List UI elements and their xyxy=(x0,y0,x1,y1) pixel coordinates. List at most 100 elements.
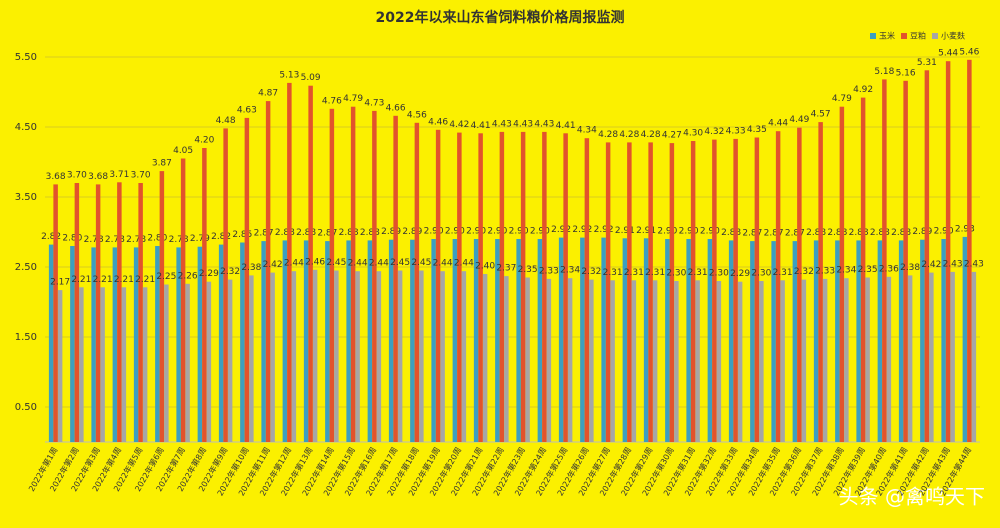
data-label: 2.30 xyxy=(666,269,686,279)
bar xyxy=(367,240,373,442)
data-label: 2.90 xyxy=(424,227,444,237)
data-label: 2.91 xyxy=(615,226,635,236)
data-label: 2.87 xyxy=(254,229,274,239)
bar xyxy=(886,276,892,442)
data-label: 2.32 xyxy=(581,267,601,277)
data-label: 2.25 xyxy=(156,272,176,282)
bar xyxy=(712,139,717,442)
bar xyxy=(686,239,691,442)
legend-swatch xyxy=(932,33,938,39)
data-label: 2.80 xyxy=(147,234,167,244)
bar xyxy=(185,283,190,442)
bar xyxy=(431,239,436,442)
bar xyxy=(414,122,420,443)
chart-title: 2022年以来山东省饲料粮价格周报监测 xyxy=(376,9,625,26)
data-label: 4.43 xyxy=(513,119,533,129)
data-label: 2.31 xyxy=(603,268,623,278)
bar xyxy=(218,244,224,442)
bar xyxy=(669,143,675,442)
data-label: 4.79 xyxy=(832,94,852,104)
bar xyxy=(648,142,653,442)
bar xyxy=(558,237,564,442)
bar xyxy=(329,108,335,443)
data-label: 2.35 xyxy=(858,265,878,275)
data-label: 2.90 xyxy=(445,227,465,237)
data-label: 2.44 xyxy=(369,259,389,269)
bar xyxy=(610,280,615,442)
bar xyxy=(907,275,913,442)
bar xyxy=(627,142,632,442)
bar xyxy=(197,246,203,442)
bar xyxy=(240,242,245,442)
bar xyxy=(308,85,313,442)
bar xyxy=(622,238,628,442)
data-label: 2.88 xyxy=(870,228,890,238)
data-label: 5.09 xyxy=(301,73,321,83)
data-label: 2.79 xyxy=(190,234,210,244)
data-label: 5.46 xyxy=(959,47,979,57)
bar xyxy=(728,240,734,442)
legend-swatch xyxy=(870,33,876,39)
data-label: 2.42 xyxy=(921,260,941,270)
bar xyxy=(376,271,382,442)
bar xyxy=(780,280,785,442)
y-tick-label: 5.50 xyxy=(15,52,37,63)
y-tick-label: 3.50 xyxy=(15,192,37,203)
bar xyxy=(57,290,63,442)
data-label: 2.37 xyxy=(496,264,516,274)
bar xyxy=(91,247,96,442)
data-label: 4.43 xyxy=(534,119,554,129)
bar xyxy=(695,280,700,442)
data-label: 4.27 xyxy=(662,131,682,141)
data-label: 2.21 xyxy=(114,275,134,285)
bar xyxy=(393,115,398,443)
data-label: 2.88 xyxy=(721,228,741,238)
data-label: 2.90 xyxy=(657,227,677,237)
bar xyxy=(372,110,377,443)
bar xyxy=(419,270,424,442)
bar xyxy=(176,247,181,442)
bar xyxy=(440,271,445,442)
data-label: 4.33 xyxy=(726,126,746,136)
legend-label: 玉米 xyxy=(879,31,895,41)
data-label: 2.90 xyxy=(700,227,720,237)
data-label: 2.32 xyxy=(794,267,814,277)
data-label: 2.44 xyxy=(454,259,474,269)
bar xyxy=(482,274,488,442)
bar xyxy=(941,239,946,442)
data-label: 2.82 xyxy=(211,232,231,242)
data-label: 2.88 xyxy=(360,228,380,238)
bar xyxy=(924,70,930,443)
bar xyxy=(121,287,127,442)
data-label: 2.87 xyxy=(764,229,784,239)
bar xyxy=(665,239,670,442)
data-label: 2.21 xyxy=(71,275,91,285)
bar xyxy=(652,280,658,442)
bar xyxy=(813,240,819,442)
data-label: 2.45 xyxy=(411,258,431,268)
bar xyxy=(244,117,250,443)
data-label: 4.32 xyxy=(704,127,724,137)
y-tick-label: 2.50 xyxy=(15,262,37,273)
bar xyxy=(882,79,887,443)
bar xyxy=(945,61,951,442)
data-label: 4.73 xyxy=(364,98,384,108)
bar xyxy=(478,133,483,443)
bar xyxy=(159,171,165,442)
bar xyxy=(971,271,977,442)
bar xyxy=(542,131,547,442)
data-label: 2.92 xyxy=(551,225,571,235)
bar xyxy=(133,247,139,442)
data-label: 4.46 xyxy=(428,117,448,127)
bar xyxy=(499,131,505,442)
bar xyxy=(287,82,292,443)
data-label: 2.88 xyxy=(296,228,316,238)
bar xyxy=(457,132,462,442)
y-tick-label: 4.50 xyxy=(15,122,37,133)
bar xyxy=(737,281,743,442)
data-label: 2.88 xyxy=(275,228,295,238)
data-label: 2.33 xyxy=(539,266,559,276)
bar xyxy=(261,241,266,442)
data-label: 2.17 xyxy=(50,278,70,288)
